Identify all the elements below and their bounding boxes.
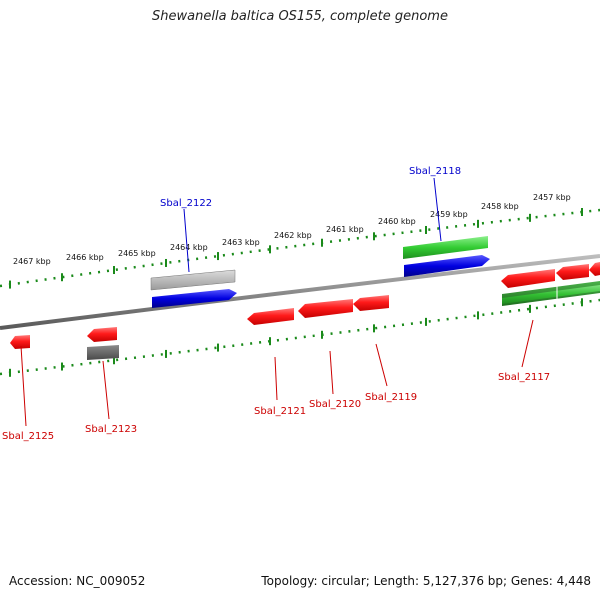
- scale-label: 2465 kbp: [118, 249, 156, 258]
- gene-sbal-2119[interactable]: [353, 295, 389, 311]
- scale-label: 2466 kbp: [66, 253, 104, 262]
- map-title: Shewanella baltica OS155, complete genom…: [152, 9, 448, 24]
- gene-sbal-2121[interactable]: [247, 308, 294, 325]
- scale-label: 2464 kbp: [170, 243, 208, 252]
- leader-line-sbal-2122: [183, 208, 190, 273]
- scale-label: 2462 kbp: [274, 231, 312, 240]
- gene-sbal-2123-gray[interactable]: [87, 345, 119, 360]
- leader-line-sbal-2118: [433, 177, 442, 242]
- scale-ticks-lower: [9, 298, 583, 377]
- scale-label: 2457 kbp: [533, 193, 571, 202]
- gene-label-sbal-2122[interactable]: Sbal_2122: [160, 198, 212, 209]
- gene-label-sbal-2123[interactable]: Sbal_2123: [85, 424, 137, 435]
- genome-backbone: [0, 254, 600, 330]
- scale-label: 2467 kbp: [13, 257, 51, 266]
- gene-label-sbal-2119[interactable]: Sbal_2119: [365, 392, 417, 403]
- leader-line-sbal-2123: [102, 360, 110, 420]
- gene-red-right-1[interactable]: [556, 264, 589, 280]
- genome-summary-text: Topology: circular; Length: 5,127,376 bp…: [261, 574, 591, 588]
- gene-sbal-2118-green[interactable]: [403, 236, 488, 259]
- leader-line-sbal-2120: [329, 350, 334, 395]
- gene-sbal-2125[interactable]: [10, 335, 30, 349]
- gene-sbal-2122-gray[interactable]: [150, 269, 236, 291]
- accession-text: Accession: NC_009052: [9, 574, 146, 588]
- scale-label: 2458 kbp: [481, 202, 519, 211]
- leader-line-sbal-2117: [521, 319, 534, 368]
- gene-red-right-2[interactable]: [589, 262, 600, 276]
- gene-label-sbal-2120[interactable]: Sbal_2120: [309, 399, 361, 410]
- scale-ticks-upper: [9, 207, 583, 289]
- scale-label: 2461 kbp: [326, 225, 364, 234]
- leader-line-sbal-2119: [375, 343, 388, 387]
- gene-label-sbal-2121[interactable]: Sbal_2121: [254, 406, 306, 417]
- gene-label-sbal-2118[interactable]: Sbal_2118: [409, 166, 461, 177]
- gene-sbal-2123-red[interactable]: [87, 327, 117, 342]
- gene-label-sbal-2125[interactable]: Sbal_2125: [2, 431, 54, 442]
- scale-label: 2459 kbp: [430, 210, 468, 219]
- scale-line-upper: [0, 208, 600, 288]
- scale-label: 2463 kbp: [222, 238, 260, 247]
- gene-sbal-2122-blue[interactable]: [152, 289, 237, 308]
- gene-label-sbal-2117[interactable]: Sbal_2117: [498, 372, 550, 383]
- leader-line-sbal-2125: [20, 345, 27, 427]
- scale-label: 2460 kbp: [378, 217, 416, 226]
- gene-sbal-2117-red[interactable]: [501, 269, 555, 288]
- gene-sbal-2120[interactable]: [298, 299, 353, 318]
- gene-sbal-2118-blue[interactable]: [404, 255, 490, 277]
- gene-sbal-2117-green[interactable]: [502, 285, 600, 304]
- leader-line-sbal-2121: [274, 356, 278, 401]
